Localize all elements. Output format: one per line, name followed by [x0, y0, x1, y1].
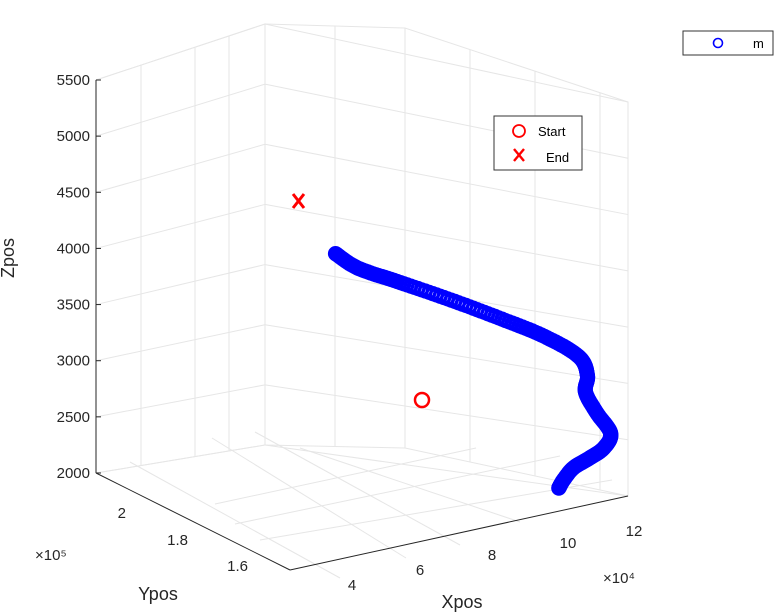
- y-tick-label: 1.8: [167, 532, 188, 549]
- y-exponent-label: ×10⁵: [35, 547, 67, 564]
- back-left-pane: [95, 23, 266, 474]
- x-tick-label: 10: [560, 535, 577, 552]
- y-axis-label: Ypos: [138, 584, 178, 604]
- series-legend: m: [682, 30, 774, 56]
- tick-labels: 2000 2500 3000 3500 4000 4500 5000 5500 1.6 1.8 2 4…: [57, 72, 643, 594]
- z-tick-label: 4500: [57, 184, 90, 201]
- floor-grid-line: [299, 447, 521, 523]
- trajectory-series: [327, 246, 619, 496]
- z-grid-line-left: [95, 23, 266, 81]
- y-axis-line: [95, 472, 291, 571]
- annotation-legend: Start End: [493, 115, 583, 171]
- z-grid-line-left: [95, 444, 266, 474]
- y-tick-label: 1.6: [227, 558, 248, 575]
- y-tick-label: 2: [118, 505, 126, 522]
- x-tick-label: 6: [416, 562, 424, 579]
- z-grid-line-right: [264, 23, 629, 103]
- end-marker: [291, 193, 306, 209]
- legend-end-label: End: [546, 150, 569, 165]
- z-tick-label: 3000: [57, 353, 90, 370]
- floor-grid-line: [129, 461, 341, 579]
- floor-grid-line: [254, 431, 461, 546]
- floor-grid-line: [234, 455, 561, 525]
- z-grid-line-right: [264, 324, 629, 384]
- z-grid-line-left: [95, 324, 266, 362]
- z-tick-label: 2500: [57, 409, 90, 426]
- floor-grid-line: [211, 437, 407, 559]
- z-grid-line-left: [95, 264, 266, 306]
- z-grid-line-right: [264, 384, 629, 441]
- z-tick-label: 3500: [57, 297, 90, 314]
- z-tick-label: 4000: [57, 240, 90, 257]
- z-grid-line-right: [264, 143, 629, 216]
- z-axis-label: Zpos: [0, 238, 18, 278]
- z-grid-line-right: [264, 203, 629, 272]
- x-exponent-label: ×10⁴: [603, 570, 635, 587]
- legend-m-label: m: [753, 36, 764, 51]
- z-grid-line-left: [95, 83, 266, 137]
- start-marker: [413, 391, 431, 409]
- axes: [95, 79, 629, 571]
- legend-m-icon: [712, 37, 724, 49]
- legend-start-label: Start: [538, 124, 566, 139]
- z-grid-line-left: [95, 203, 266, 249]
- x-tick-label: 8: [488, 547, 496, 564]
- z-grid-line-left: [95, 384, 266, 418]
- z-grid-line-left: [95, 143, 266, 193]
- x-tick-label: 4: [348, 577, 356, 594]
- x-axis-label: Xpos: [441, 592, 482, 612]
- z-tick-label: 5500: [57, 72, 90, 89]
- x-axis-line: [289, 495, 629, 571]
- trajectory-point: [327, 246, 344, 262]
- z-tick-label: 2000: [57, 465, 90, 482]
- z-tick-label: 5000: [57, 128, 90, 145]
- x-tick-label: 12: [626, 523, 643, 540]
- floor-grid-line: [214, 447, 477, 505]
- legend-start-icon: [512, 124, 526, 138]
